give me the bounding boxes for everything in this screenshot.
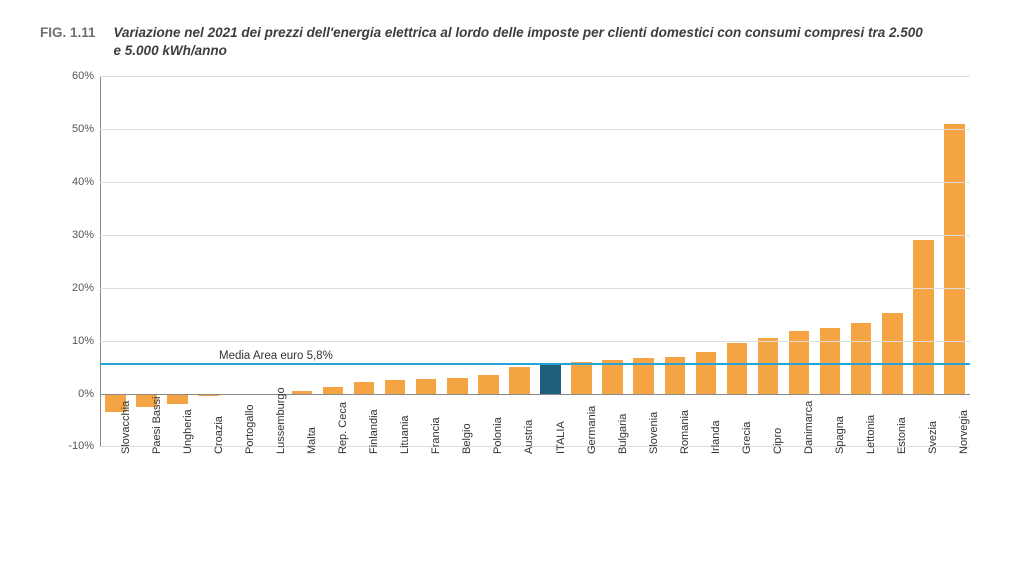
gridline [100,394,970,395]
bar [571,362,592,394]
bar [354,382,375,394]
ytick-label: 20% [44,282,94,294]
reference-line-label: Media Area euro 5,8% [215,350,337,362]
figure-header: FIG. 1.11 Variazione nel 2021 dei prezzi… [40,24,984,60]
xtick-label: Bulgaria [617,414,629,454]
xtick-label: Grecia [741,422,753,454]
xtick-label: Lettonia [865,415,877,454]
xtick-label: Slovacchia [120,401,132,454]
gridline [100,235,970,236]
xtick-label: Paesi Bassi [151,397,163,454]
xtick-label: Francia [430,418,442,455]
gridline [100,129,970,130]
bar-chart: Media Area euro 5,8% [100,76,970,446]
ytick-label: -10% [44,440,94,452]
xtick-label: Norvegia [958,410,970,454]
xtick-label: Lussemburgo [275,388,287,455]
bar [509,367,530,393]
xtick-label: Germania [586,406,598,454]
bar [944,124,965,394]
reference-line [100,363,970,365]
figure-page: FIG. 1.11 Variazione nel 2021 dei prezzi… [0,0,1024,576]
gridline [100,288,970,289]
gridline [100,341,970,342]
ytick-label: 10% [44,335,94,347]
xtick-label: Austria [523,420,535,454]
xtick-label: Rep. Ceca [337,402,349,454]
xtick-label: Croazia [213,417,225,455]
xtick-label: Malta [306,428,318,455]
bar [851,323,872,393]
ytick-label: 40% [44,176,94,188]
xtick-label: Romania [679,410,691,454]
bar [478,375,499,394]
xtick-label: Slovenia [648,412,660,454]
bar [758,338,779,394]
xtick-label: Svezia [927,421,939,454]
xtick-label: Ungheria [182,410,194,455]
bar [416,379,437,394]
ytick-label: 60% [44,70,94,82]
bar [447,378,468,394]
xtick-label: Portogallo [244,405,256,455]
xtick-label: Danimarca [803,401,815,454]
bar [820,328,841,394]
bar [602,360,623,393]
bar [913,240,934,393]
bar [727,343,748,393]
xtick-label: Belgio [461,424,473,455]
xtick-label: ITALIA [555,422,567,455]
xtick-label: Estonia [896,418,908,455]
bar [882,313,903,394]
xtick-label: Cipro [772,428,784,454]
bar [167,394,188,405]
xtick-label: Lituania [399,416,411,455]
xtick-label: Irlanda [710,421,722,455]
ytick-label: 0% [44,388,94,400]
chart-container: Media Area euro 5,8% -10% 0% 10% 20% 30% 40% 5… [40,66,984,566]
bar [696,352,717,393]
gridline [100,76,970,77]
xtick-label: Spagna [834,417,846,455]
ytick-label: 30% [44,229,94,241]
ytick-label: 50% [44,123,94,135]
figure-title: Variazione nel 2021 dei prezzi dell'ener… [114,24,934,60]
xtick-label: Polonia [492,418,504,455]
bar [540,365,561,394]
gridline [100,182,970,183]
bars-layer [100,76,970,446]
bar [385,380,406,393]
xtick-label: Finlandia [368,410,380,455]
figure-number: FIG. 1.11 [40,24,96,60]
